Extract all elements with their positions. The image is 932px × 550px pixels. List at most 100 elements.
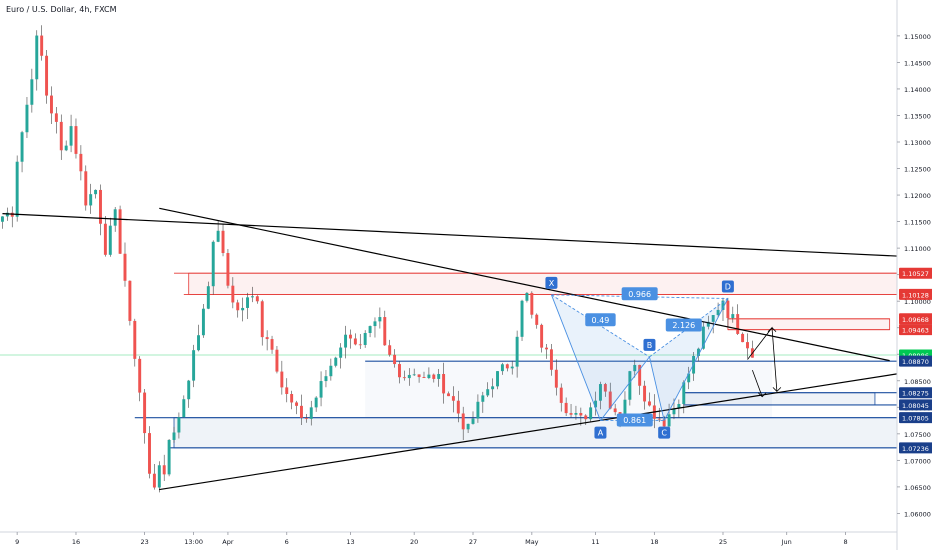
price-label-badge xyxy=(899,442,932,454)
x-tick-label: Jun xyxy=(781,538,792,546)
candle xyxy=(295,400,299,415)
candle xyxy=(412,368,416,377)
candle xyxy=(118,205,122,255)
candle-body xyxy=(417,374,421,378)
harmonic-point-label: C xyxy=(661,429,667,438)
candle-body xyxy=(45,55,49,96)
x-tick-label: 18 xyxy=(650,538,658,546)
candle xyxy=(250,286,254,303)
candle-body xyxy=(427,374,431,379)
price-label-text: 1.08275 xyxy=(902,390,929,398)
candle-body xyxy=(270,339,274,350)
candle-body xyxy=(672,408,676,415)
candle xyxy=(393,349,397,368)
candle-body xyxy=(393,354,397,365)
x-tick-label: 11 xyxy=(591,538,599,546)
candle-body xyxy=(687,373,691,383)
candle-body xyxy=(250,296,254,298)
candle xyxy=(265,330,269,351)
y-tick-label: 1.13500 xyxy=(904,112,931,120)
candle-body xyxy=(383,317,387,346)
price-zone-support xyxy=(174,417,898,448)
candle xyxy=(564,397,568,417)
price-zone-resistance xyxy=(727,318,890,330)
y-tick-label: 1.14000 xyxy=(904,86,931,94)
y-tick-label: 1.08500 xyxy=(904,378,931,386)
candle xyxy=(613,403,617,416)
price-label-text: 1.08870 xyxy=(902,358,929,366)
candle-body xyxy=(40,35,44,56)
candle-body xyxy=(143,392,147,434)
candle xyxy=(750,340,754,358)
candle-body xyxy=(59,121,63,151)
candle-body xyxy=(432,374,436,379)
x-tick-label: 25 xyxy=(719,538,727,546)
candle-body xyxy=(162,465,166,475)
candle xyxy=(177,412,181,439)
candle-body xyxy=(241,307,245,311)
candle-body xyxy=(535,314,539,325)
candle-body xyxy=(368,326,372,334)
candle-body xyxy=(94,189,98,195)
candle-body xyxy=(10,212,14,217)
candle xyxy=(64,140,68,152)
candle-body xyxy=(647,401,651,406)
candle-body xyxy=(706,321,710,327)
x-tick-label: 13:00 xyxy=(184,538,203,546)
candle-body xyxy=(206,286,210,309)
candle-body xyxy=(25,104,29,133)
candle xyxy=(319,371,323,407)
candle-body xyxy=(491,386,495,390)
candle-body xyxy=(574,413,578,415)
candle xyxy=(89,183,93,214)
price-label-text: 1.08045 xyxy=(902,402,929,410)
candle-body xyxy=(461,413,465,430)
candle xyxy=(309,400,313,426)
candle-body xyxy=(594,400,598,408)
candle xyxy=(324,370,328,388)
candle xyxy=(255,295,259,304)
y-tick-label: 1.06500 xyxy=(904,484,931,492)
candle xyxy=(481,391,485,413)
candle xyxy=(402,370,406,381)
y-tick-label: 1.13000 xyxy=(904,139,931,147)
candle xyxy=(241,297,245,322)
candle xyxy=(201,303,205,338)
y-tick-label: 1.11500 xyxy=(904,219,931,227)
price-label-text: 1.07805 xyxy=(902,415,929,423)
candle xyxy=(461,406,465,440)
arrow-head xyxy=(772,387,782,392)
y-tick-label: 1.15000 xyxy=(904,33,931,41)
trendline xyxy=(159,373,898,491)
candle-body xyxy=(608,391,612,409)
price-label-badge xyxy=(899,324,932,336)
candle xyxy=(108,217,112,257)
candle xyxy=(633,359,637,378)
candle xyxy=(432,373,436,383)
candle xyxy=(535,313,539,329)
candle-body xyxy=(236,302,240,311)
price-label-badge xyxy=(899,387,932,399)
candle xyxy=(716,302,720,318)
price-zone-resistance xyxy=(188,273,897,295)
candle xyxy=(290,390,294,410)
x-axis-group: 9 16 23 13:00 Apr 6 13 20 27 May 11 18 25 Jun 8 xyxy=(15,532,848,546)
candle-body xyxy=(353,338,357,345)
candle-body xyxy=(123,253,127,281)
candle xyxy=(304,413,308,423)
candle xyxy=(598,381,602,410)
candle-body xyxy=(265,337,269,340)
harmonic-leg xyxy=(551,294,650,358)
candle-body xyxy=(319,381,323,398)
candle xyxy=(496,370,499,390)
candle-body xyxy=(657,418,661,420)
candle xyxy=(103,216,107,257)
candle xyxy=(20,130,24,173)
candle-body xyxy=(402,377,406,379)
candle xyxy=(344,325,348,359)
candle-body xyxy=(255,296,259,302)
candle xyxy=(275,345,279,374)
y-tick-label: 1.14500 xyxy=(904,59,931,67)
zone-group xyxy=(173,272,898,449)
